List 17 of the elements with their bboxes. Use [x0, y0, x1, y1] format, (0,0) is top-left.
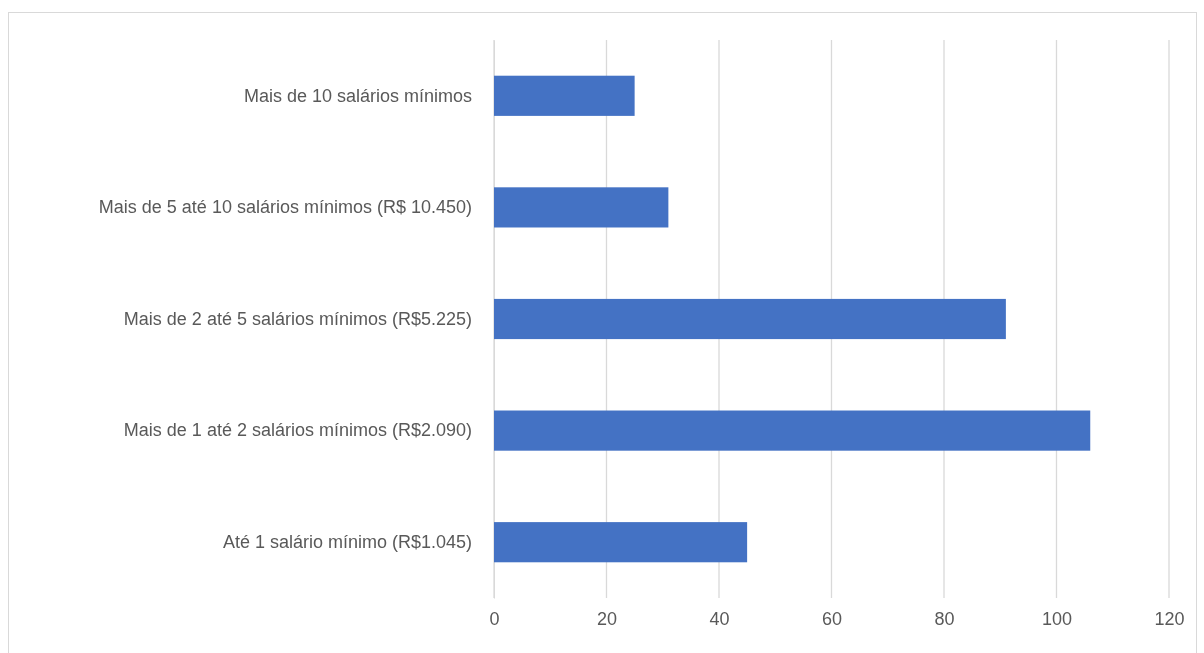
y-tick-label: Mais de 10 salários mínimos	[243, 85, 472, 106]
x-tick-label: 0	[489, 608, 500, 629]
x-tick-label: 60	[821, 608, 843, 629]
bar	[494, 410, 1091, 451]
x-tick-label: 120	[1154, 608, 1185, 629]
bar	[494, 187, 669, 228]
y-tick-label: Mais de 1 até 2 salários mínimos (R$2.090)	[123, 420, 472, 441]
bar	[494, 522, 748, 563]
bar	[494, 75, 635, 116]
x-tick-label: 20	[596, 608, 618, 629]
x-tick-label: 100	[1041, 608, 1073, 629]
y-tick-label: Mais de 2 até 5 salários mínimos (R$5.225)	[123, 308, 472, 329]
bar	[494, 298, 1006, 340]
x-tick-label: 40	[709, 608, 730, 629]
y-tick-label: Até 1 salário mínimo (R$1.045)	[222, 531, 472, 552]
x-tick-label: 80	[934, 608, 955, 629]
y-tick-label: Mais de 5 até 10 salários mínimos (R$ 10.450)	[98, 197, 472, 218]
